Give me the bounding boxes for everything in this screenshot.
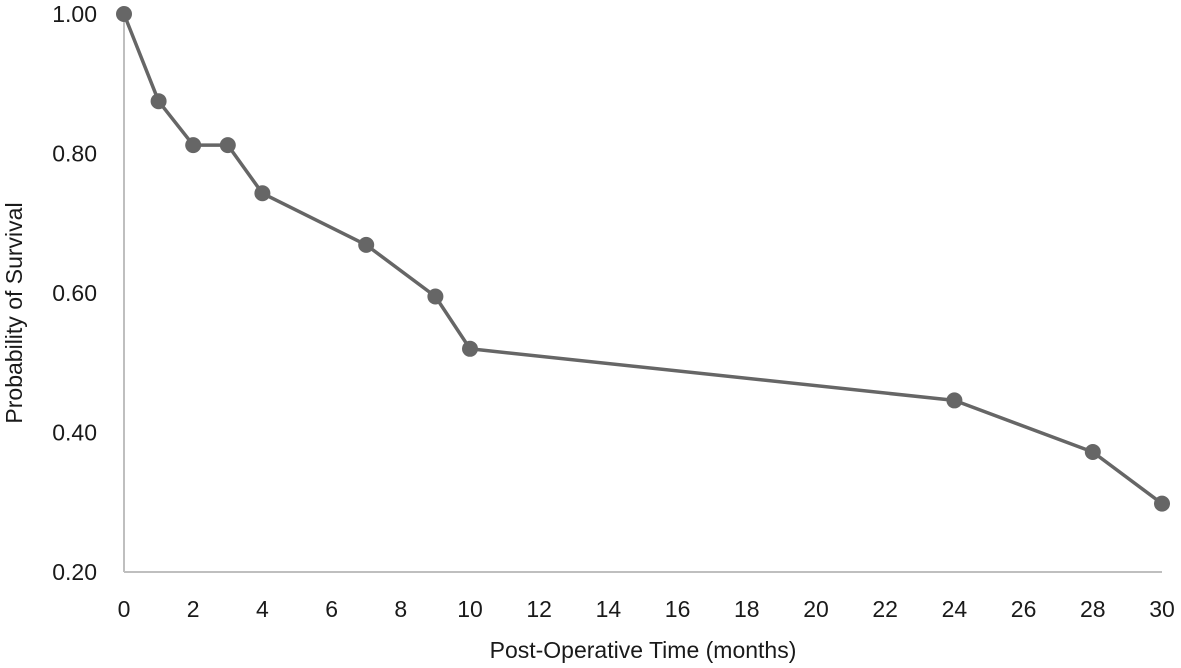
data-point [946, 392, 963, 409]
y-tick-label: 0.20 [52, 559, 97, 585]
y-tick-label: 0.60 [52, 280, 97, 306]
series [116, 6, 1170, 512]
data-point [150, 93, 167, 110]
x-tick-label: 28 [1080, 596, 1106, 622]
x-tick-label: 20 [803, 596, 829, 622]
data-point [254, 185, 271, 202]
x-tick-label: 10 [457, 596, 483, 622]
data-point [185, 137, 202, 154]
data-point [1084, 444, 1101, 461]
y-tick-label: 0.40 [52, 420, 97, 446]
x-tick-label: 18 [734, 596, 760, 622]
y-axis-title: Probability of Survival [1, 202, 27, 423]
y-tick-label: 1.00 [52, 1, 97, 27]
data-point [427, 288, 444, 305]
x-tick-label: 6 [325, 596, 338, 622]
x-tick-label: 26 [1011, 596, 1037, 622]
x-tick-label: 24 [942, 596, 968, 622]
x-tick-label: 0 [118, 596, 131, 622]
x-tick-label: 14 [596, 596, 622, 622]
x-tick-labels: 0 2 4 6 8 10 12 14 16 18 20 22 24 26 28 30 [118, 596, 1175, 622]
x-tick-label: 12 [526, 596, 552, 622]
x-tick-label: 22 [872, 596, 898, 622]
data-point [1154, 495, 1170, 512]
x-tick-label: 4 [256, 596, 269, 622]
data-point [116, 6, 132, 22]
x-tick-label: 30 [1149, 596, 1175, 622]
data-point [462, 340, 478, 357]
y-tick-label: 0.80 [52, 141, 97, 167]
data-point [219, 137, 236, 154]
x-tick-label: 2 [187, 596, 200, 622]
y-tick-labels: 0.20 0.40 0.60 0.80 1.00 [52, 1, 97, 585]
data-point [358, 236, 375, 253]
x-tick-label: 16 [665, 596, 691, 622]
survival-series-line [122, 13, 1164, 506]
x-tick-label: 8 [394, 596, 407, 622]
axes [123, 14, 1162, 573]
x-axis-title: Post-Operative Time (months) [490, 637, 797, 663]
